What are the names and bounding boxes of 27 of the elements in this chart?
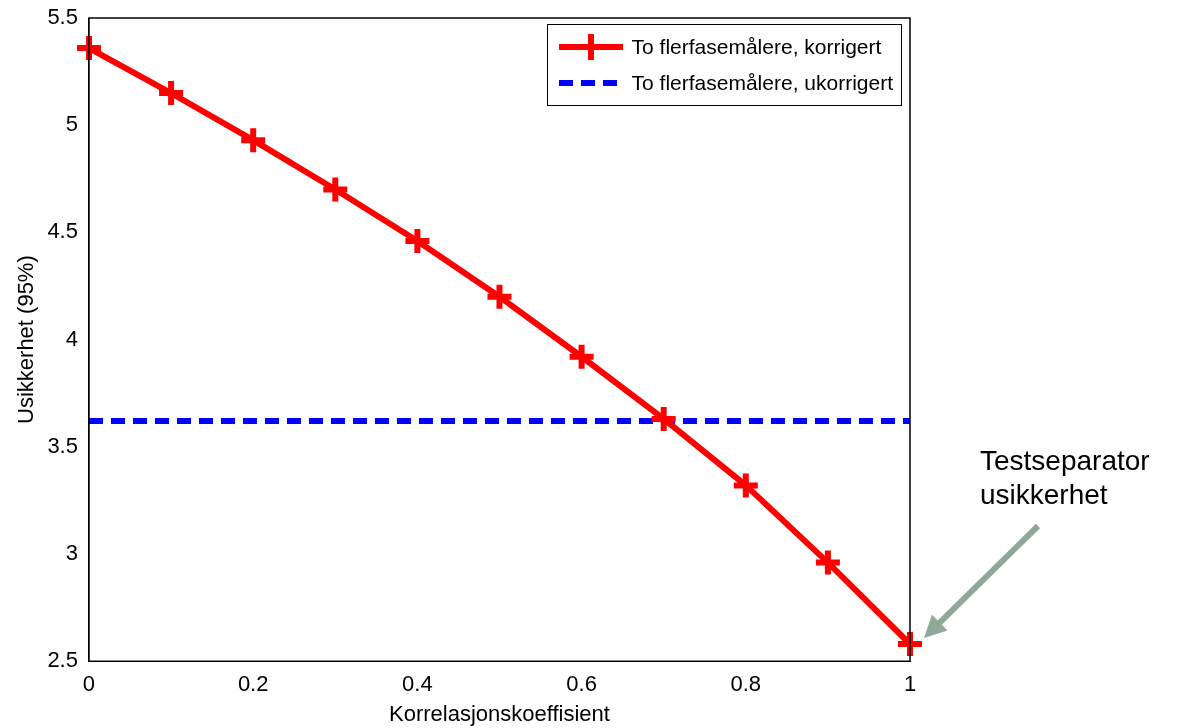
x-tick-label: 0.8	[730, 671, 762, 697]
y-tick-label: 4	[65, 325, 78, 351]
y-axis-title: Usikkerhet (95%)	[13, 255, 39, 424]
x-tick-label: 0.2	[237, 671, 269, 697]
x-tick-label: 0	[82, 671, 96, 697]
x-axis-title: Korrelasjonskoeffisient	[389, 700, 610, 726]
point	[815, 550, 840, 575]
y-tick-label: 5	[65, 111, 78, 137]
legend-label: To flerfasemålere, korrigert	[631, 35, 882, 59]
y-tick-label: 2.5	[47, 647, 78, 673]
point	[405, 228, 430, 253]
text: Testseparator usikkerhet	[980, 444, 1151, 513]
point	[487, 284, 512, 309]
x-tick-label: 0.4	[402, 671, 433, 697]
point	[651, 406, 676, 431]
y-tick-label: 3.5	[47, 432, 78, 458]
point	[569, 344, 594, 369]
y-tick-label: 3	[65, 540, 78, 566]
point	[733, 473, 758, 498]
x-tick-label: 0.6	[566, 671, 597, 697]
legend-label: To flerfasemålere, ukorrigert	[631, 71, 893, 95]
x-tick-label: 1	[903, 671, 917, 697]
y-tick-label: 4.5	[47, 218, 78, 244]
point	[241, 128, 266, 153]
point	[323, 177, 348, 202]
y-tick-label: 5.5	[47, 4, 78, 30]
point	[159, 81, 184, 106]
